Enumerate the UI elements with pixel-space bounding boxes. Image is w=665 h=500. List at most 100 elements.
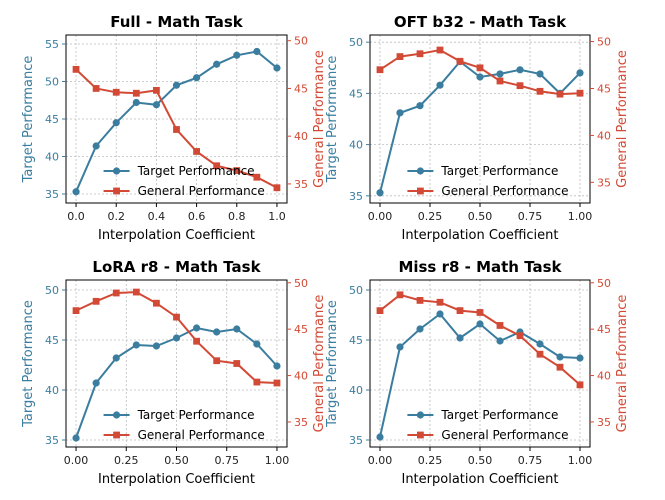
legend-marker-general (417, 431, 424, 439)
x-tick-label: 0.75 (214, 454, 239, 467)
data-point-target (213, 328, 221, 336)
y2-tick-label: 35 (597, 416, 611, 429)
data-point-general (436, 298, 444, 306)
data-point-target (132, 341, 140, 349)
x-tick-label: 0.8 (228, 210, 246, 223)
legend-entry: Target Performance (440, 408, 558, 422)
legend-marker-target (416, 167, 424, 175)
data-point-target (476, 320, 484, 328)
y-tick-label: 40 (349, 139, 363, 152)
data-point-target (92, 142, 100, 150)
x-tick-label: 0.75 (518, 210, 543, 223)
y2-tick-label: 50 (294, 35, 308, 48)
data-point-general (193, 337, 200, 345)
data-point-general (516, 332, 524, 340)
x-tick-label: 0.00 (64, 454, 89, 467)
data-point-target (172, 334, 181, 342)
data-point-target (72, 188, 80, 196)
y-tick-label: 45 (349, 87, 363, 100)
x-tick-label: 0.50 (468, 210, 493, 223)
chart-panel-2: OFT b32 - Math Task 0.00 0.25 0.50 0.75 1.00 I… (325, 13, 630, 243)
data-point-general (396, 291, 404, 299)
x-tick-label: 0.75 (518, 454, 543, 467)
y2-tick-label: 40 (294, 370, 308, 383)
y2-tick-label: 50 (597, 36, 611, 49)
y2-axis-label: General Performance (312, 295, 327, 433)
data-point-general (456, 57, 464, 65)
y2-tick-label: 50 (294, 277, 308, 290)
y-tick-label: 35 (349, 434, 363, 447)
data-point-general (233, 167, 241, 174)
data-point-general (132, 288, 140, 296)
data-point-general (416, 297, 424, 304)
y2-axis-label: General Performance (615, 50, 630, 188)
x-tick-label: 0.50 (164, 454, 189, 467)
legend-marker-general (113, 431, 120, 439)
legend-marker-target (112, 411, 121, 419)
y-tick-label: 40 (45, 151, 59, 164)
data-point-target (132, 98, 140, 107)
data-point-general (173, 126, 180, 133)
x-tick-label: 0.00 (368, 210, 393, 223)
data-point-target (516, 66, 524, 74)
data-point-target (273, 64, 281, 72)
data-point-general (213, 162, 221, 170)
data-point-general (396, 53, 404, 60)
data-point-general (193, 148, 200, 155)
y2-tick-label: 40 (294, 130, 308, 143)
y-tick-label: 50 (45, 76, 59, 89)
data-point-general (376, 66, 384, 74)
legend-entry: General Performance (138, 428, 265, 442)
data-point-general (476, 309, 484, 316)
chart-title: Full - Math Task (110, 13, 244, 31)
x-tick-label: 0.25 (418, 210, 443, 223)
y2-tick-label: 40 (597, 129, 611, 142)
data-point-general (153, 86, 160, 94)
x-tick-label: 0.25 (114, 454, 139, 467)
data-point-target (416, 325, 424, 333)
data-point-target (233, 51, 241, 59)
data-point-general (253, 378, 261, 386)
x-tick-label: 1.00 (568, 210, 593, 223)
y-tick-label: 45 (45, 113, 59, 126)
legend-entry: General Performance (138, 184, 265, 198)
data-point-target (496, 337, 504, 345)
legend-entry: General Performance (441, 428, 568, 442)
data-point-target (112, 119, 120, 127)
data-point-target (273, 362, 281, 370)
y2-axis-label: General Performance (615, 295, 630, 433)
x-tick-label: 0.00 (368, 454, 393, 467)
data-point-target (376, 189, 384, 197)
data-point-target (152, 342, 161, 350)
y2-tick-label: 45 (597, 82, 611, 95)
x-tick-label: 1.00 (568, 454, 593, 467)
data-point-target (233, 325, 241, 333)
data-point-general (556, 90, 564, 98)
legend-entry: General Performance (441, 184, 568, 198)
data-point-general (173, 313, 180, 321)
data-point-target (396, 343, 404, 351)
x-tick-label: 0.2 (107, 210, 125, 223)
data-point-general (92, 297, 100, 305)
data-point-target (476, 73, 484, 81)
data-point-general (436, 46, 444, 54)
chart-panel-3: LoRA r8 - Math Task 0.00 0.25 0.50 0.75 1.00 I… (21, 258, 327, 487)
data-point-target (436, 81, 444, 89)
chart-panel-4: Miss r8 - Math Task 0.00 0.25 0.50 0.75 1.00 I… (325, 258, 630, 487)
y-tick-label: 55 (45, 38, 59, 51)
legend-marker-general (417, 187, 424, 195)
y-axis-label: Target Performance (325, 300, 340, 428)
x-axis-label: Interpolation Coefficient (98, 228, 255, 243)
chart-title: Miss r8 - Math Task (398, 258, 562, 276)
y-tick-label: 45 (349, 334, 363, 347)
y2-tick-label: 45 (597, 323, 611, 336)
y-tick-label: 50 (45, 284, 59, 297)
data-point-general (376, 307, 384, 315)
y-tick-label: 40 (45, 384, 59, 397)
x-tick-label: 1.0 (268, 210, 286, 223)
data-point-general (153, 299, 160, 307)
data-point-general (516, 82, 524, 90)
y-tick-label: 50 (349, 36, 363, 49)
x-tick-label: 0.50 (468, 454, 493, 467)
